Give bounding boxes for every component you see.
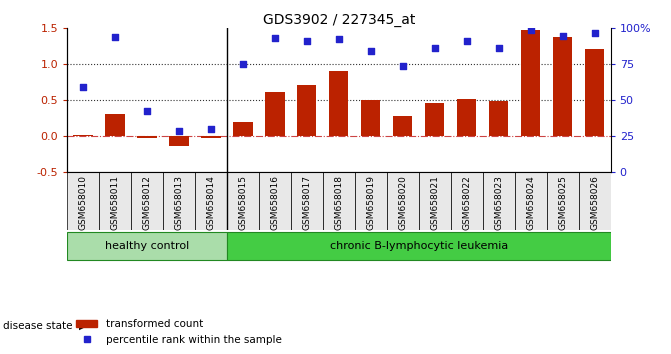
Bar <box>355 172 386 230</box>
Point <box>142 108 152 114</box>
Bar <box>553 37 572 136</box>
Bar <box>201 136 221 138</box>
Bar <box>323 172 355 230</box>
Text: GSM658024: GSM658024 <box>526 175 535 230</box>
Bar <box>578 172 611 230</box>
Point <box>174 128 185 133</box>
Bar <box>451 172 482 230</box>
Bar <box>131 172 163 230</box>
Text: chronic B-lymphocytic leukemia: chronic B-lymphocytic leukemia <box>329 241 508 251</box>
Bar <box>419 172 451 230</box>
Bar <box>265 92 285 136</box>
Title: GDS3902 / 227345_at: GDS3902 / 227345_at <box>262 13 415 27</box>
Bar <box>425 103 444 136</box>
Bar <box>297 85 317 136</box>
Text: GSM658025: GSM658025 <box>558 175 567 230</box>
Point <box>462 38 472 44</box>
Point <box>301 38 312 44</box>
Point <box>589 30 600 36</box>
Text: GSM658013: GSM658013 <box>174 175 183 230</box>
Bar <box>457 99 476 136</box>
Point <box>333 36 344 42</box>
Point <box>493 46 504 51</box>
Bar <box>74 135 93 136</box>
Bar <box>291 172 323 230</box>
Text: healthy control: healthy control <box>105 241 189 251</box>
Bar <box>169 136 189 146</box>
Bar <box>482 172 515 230</box>
Point <box>366 48 376 53</box>
Point <box>429 46 440 51</box>
Point <box>270 35 280 40</box>
Text: GSM658020: GSM658020 <box>399 175 407 230</box>
Point <box>525 28 536 33</box>
Legend: transformed count, percentile rank within the sample: transformed count, percentile rank withi… <box>72 315 286 349</box>
Text: GSM658012: GSM658012 <box>142 175 152 230</box>
Point <box>558 33 568 38</box>
Bar <box>393 116 413 136</box>
Bar <box>585 49 604 136</box>
Text: GSM658015: GSM658015 <box>238 175 248 230</box>
Bar <box>259 172 291 230</box>
Text: GSM658010: GSM658010 <box>79 175 88 230</box>
Bar <box>547 172 578 230</box>
Text: GSM658019: GSM658019 <box>366 175 375 230</box>
Point <box>238 62 248 67</box>
Bar <box>195 172 227 230</box>
Bar <box>67 172 99 230</box>
Text: GSM658018: GSM658018 <box>334 175 344 230</box>
Text: GSM658022: GSM658022 <box>462 175 471 230</box>
Bar <box>234 122 252 136</box>
Text: GSM658016: GSM658016 <box>270 175 279 230</box>
Text: GSM658017: GSM658017 <box>303 175 311 230</box>
Bar <box>163 172 195 230</box>
Bar <box>386 172 419 230</box>
Text: disease state  ▶: disease state ▶ <box>3 321 87 331</box>
Bar <box>138 136 156 138</box>
Bar <box>361 100 380 136</box>
Bar <box>489 101 509 136</box>
Text: GSM658021: GSM658021 <box>430 175 440 230</box>
Text: GSM658026: GSM658026 <box>590 175 599 230</box>
Bar <box>105 114 125 136</box>
Point <box>397 64 408 69</box>
Bar <box>99 172 131 230</box>
Text: GSM658011: GSM658011 <box>111 175 119 230</box>
Text: GSM658014: GSM658014 <box>207 175 215 230</box>
Point <box>205 126 216 132</box>
Point <box>78 85 89 90</box>
Bar <box>227 232 611 260</box>
Bar <box>67 232 227 260</box>
Bar <box>521 30 540 136</box>
Point <box>109 34 120 40</box>
Text: GSM658023: GSM658023 <box>495 175 503 230</box>
Bar <box>227 172 259 230</box>
Bar <box>329 71 348 136</box>
Bar <box>515 172 547 230</box>
